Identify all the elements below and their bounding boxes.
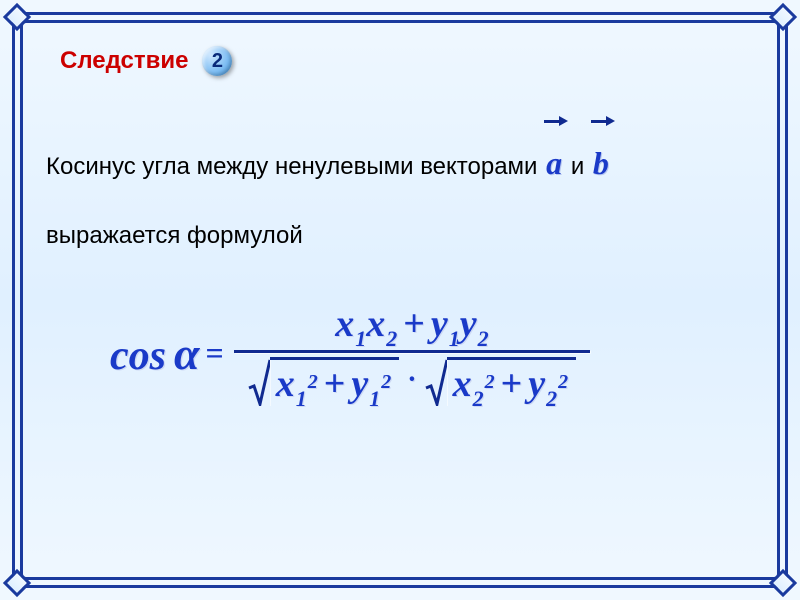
vector-arrow-icon (544, 116, 568, 126)
subscript: 1 (355, 326, 366, 352)
operator: + (324, 362, 346, 406)
badge-number: 2 (212, 50, 223, 73)
superscript: 2 (558, 371, 568, 394)
square-root: x22+y22 (425, 357, 577, 406)
variable: x (276, 362, 295, 406)
superscript: 2 (485, 371, 495, 394)
operator: + (403, 302, 425, 346)
vector-a: a (544, 122, 564, 205)
vector-a-label: a (546, 145, 562, 181)
variable: y (431, 302, 448, 346)
multiplication-dot: · (407, 364, 416, 396)
vector-b-label: b (593, 145, 609, 181)
formula-lhs: cos α (110, 327, 199, 380)
subscript: 2 (478, 326, 489, 352)
variable: x (335, 302, 354, 346)
lhs-function: cos (110, 332, 166, 380)
sentence-part-1: Косинус угла между ненулевыми векторами (46, 153, 537, 180)
fraction-numerator: x1x2+y1y2 (321, 298, 502, 350)
fraction-denominator: x12+y12·x22+y22 (234, 353, 590, 410)
subscript: 1 (449, 326, 460, 352)
corollary-label: Следствие (60, 47, 188, 75)
radical-sign-icon (425, 358, 447, 406)
variable: x (453, 362, 472, 406)
equals-sign: = (205, 335, 223, 372)
description-text: Косинус угла между ненулевыми векторами … (46, 122, 760, 268)
vector-b: b (591, 122, 611, 205)
vector-arrow-icon (591, 116, 615, 126)
subscript: 2 (473, 386, 484, 412)
variable: y (528, 362, 545, 406)
square-root: x12+y12 (248, 357, 400, 406)
formula-fraction: x1x2+y1y2 x12+y12·x22+y22 (234, 298, 590, 410)
superscript: 2 (308, 371, 318, 394)
subscript: 1 (369, 386, 380, 412)
cosine-formula: cos α = x1x2+y1y2 x12+y12·x22+y22 (110, 298, 760, 410)
lhs-angle: α (174, 327, 199, 380)
radical-sign-icon (248, 358, 270, 406)
slide-header: Следствие 2 (60, 46, 760, 76)
variable: x (366, 302, 385, 346)
subscript: 1 (296, 386, 307, 412)
sentence-part-2: выражается формулой (46, 222, 303, 249)
subscript: 2 (386, 326, 397, 352)
superscript: 2 (381, 371, 391, 394)
variable: y (351, 362, 368, 406)
subscript: 2 (546, 386, 557, 412)
operator: + (501, 362, 523, 406)
radicand: x22+y22 (447, 357, 577, 406)
variable: y (460, 302, 477, 346)
corollary-number-badge: 2 (202, 46, 232, 76)
slide-content: Следствие 2 Косинус угла между ненулевым… (40, 40, 760, 560)
radicand: x12+y12 (270, 357, 400, 406)
sentence-connector: и (571, 153, 584, 180)
